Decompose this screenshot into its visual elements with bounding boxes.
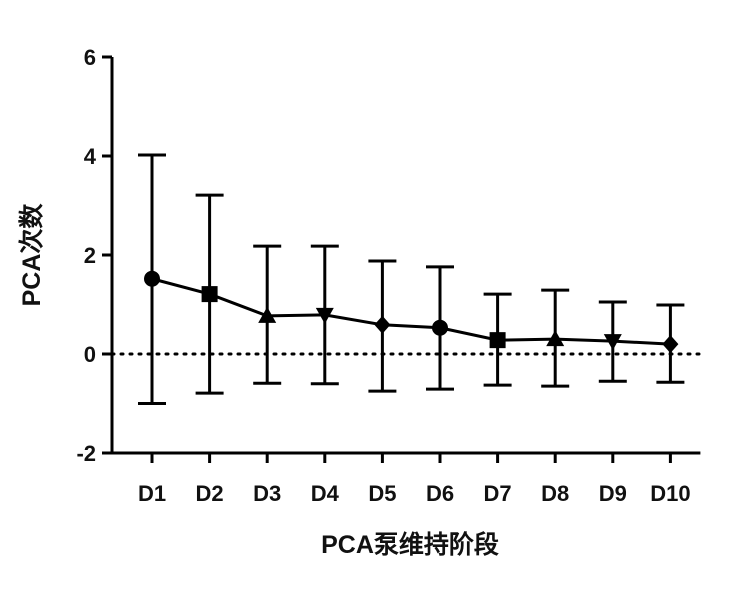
data-point-triangle-up xyxy=(258,306,277,323)
x-tick-label: D10 xyxy=(650,481,690,506)
x-tick-label: D4 xyxy=(311,481,340,506)
data-point-triangle-down xyxy=(603,334,622,351)
data-point-triangle-down xyxy=(315,307,334,324)
data-point-square xyxy=(201,286,218,303)
x-tick-label: D7 xyxy=(484,481,512,506)
data-point-triangle-up xyxy=(546,330,565,347)
y-tick-label: 6 xyxy=(84,45,96,70)
x-tick-label: D6 xyxy=(426,481,454,506)
data-point-circle xyxy=(432,319,448,336)
data-point-square xyxy=(489,332,506,349)
x-tick-label: D1 xyxy=(138,481,166,506)
y-tick-label: 0 xyxy=(84,342,96,367)
x-tick-label: D2 xyxy=(196,481,224,506)
data-point-diamond xyxy=(662,335,679,354)
y-tick-label: 4 xyxy=(84,144,97,169)
x-tick-label: D3 xyxy=(253,481,281,506)
data-point-diamond xyxy=(374,315,391,334)
x-tick-label: D9 xyxy=(599,481,627,506)
data-point-circle xyxy=(144,270,160,287)
y-axis-label: PCA次数 xyxy=(18,203,46,307)
series-line xyxy=(151,277,671,346)
y-tick-label: -2 xyxy=(76,441,96,466)
y-tick-label: 2 xyxy=(84,243,96,268)
x-tick-label: D5 xyxy=(368,481,396,506)
x-axis-label: PCA泵维持阶段 xyxy=(321,530,499,559)
x-tick-label: D8 xyxy=(541,481,569,506)
